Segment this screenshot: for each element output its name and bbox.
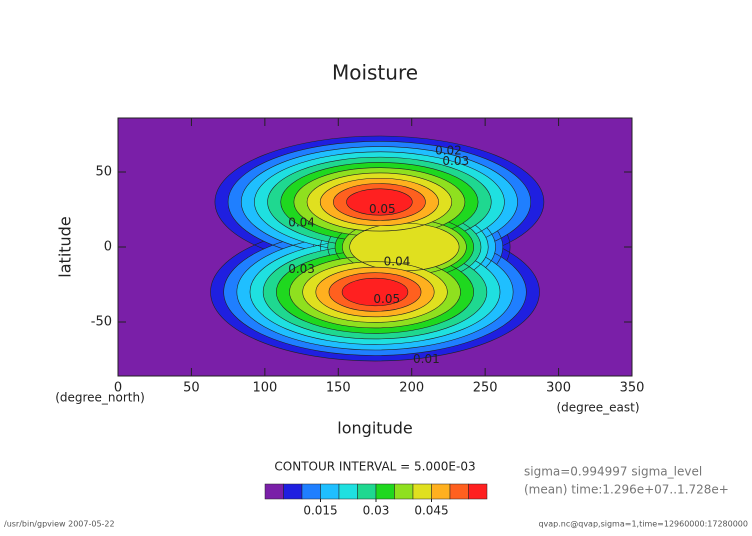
colorbar-cell <box>468 483 488 500</box>
colorbar-cell <box>449 483 469 500</box>
colorbar-cell <box>375 483 395 500</box>
colorbar-tick-label: 0.015 <box>303 504 337 518</box>
x-label: longitude <box>337 419 412 438</box>
colorbar-cell <box>283 483 303 500</box>
x-tick-label: 350 <box>620 381 645 396</box>
contour-label: 0.01 <box>413 352 440 366</box>
colorbar-cell <box>338 483 358 500</box>
colorbar-cell <box>357 483 377 500</box>
x-tick-label: 200 <box>399 381 424 396</box>
x-tick-label: 300 <box>546 381 571 396</box>
x-tick-label: 50 <box>183 381 200 396</box>
colorbar-cell <box>301 483 321 500</box>
contour-interval: CONTOUR INTERVAL = 5.000E-03 <box>274 460 475 474</box>
chart-title: Moisture <box>332 61 418 85</box>
contour-label: 0.04 <box>384 255 411 269</box>
contour-band <box>328 183 426 312</box>
contour-label: 0.05 <box>373 292 400 306</box>
colorbar-tick-label: 0.03 <box>363 504 390 518</box>
x-tick-label: 250 <box>473 381 498 396</box>
colorbar-cell <box>264 483 284 500</box>
colorbar-cell <box>431 483 451 500</box>
colorbar-cell <box>412 483 432 500</box>
contour-label: 0.03 <box>288 262 315 276</box>
y-tick-label: 0 <box>104 240 112 255</box>
colorbar-cell <box>394 483 414 500</box>
contour-label: 0.05 <box>369 202 396 216</box>
info-line: sigma=0.994997 sigma_level <box>524 465 702 479</box>
y-tick-label: -50 <box>91 315 112 330</box>
x-unit: (degree_east) <box>556 401 639 415</box>
info-line: (mean) time:1.296e+07..1.728e+ <box>524 483 729 497</box>
x-tick-label: 0 <box>114 381 122 396</box>
footer: /usr/bin/gpview 2007-05-22 <box>4 520 115 529</box>
contour-label: 0.03 <box>442 154 469 168</box>
y-tick-label: 50 <box>95 165 112 180</box>
contour-label: 0.02 <box>435 144 462 158</box>
x-tick-label: 100 <box>252 381 277 396</box>
colorbar-cell <box>320 483 340 500</box>
contour-label: 0.04 <box>288 216 315 230</box>
colorbar-tick-label: 0.045 <box>414 504 448 518</box>
x-tick-label: 150 <box>326 381 351 396</box>
y-label: latitude <box>56 216 75 277</box>
plot: 0.010.020.030.050.040.040.050.03 <box>118 118 632 376</box>
footer: qvap.nc@qvap,sigma=1,time=12960000:17280… <box>538 520 748 529</box>
y-unit: (degree_north) <box>55 391 145 405</box>
contour-band <box>341 188 413 307</box>
